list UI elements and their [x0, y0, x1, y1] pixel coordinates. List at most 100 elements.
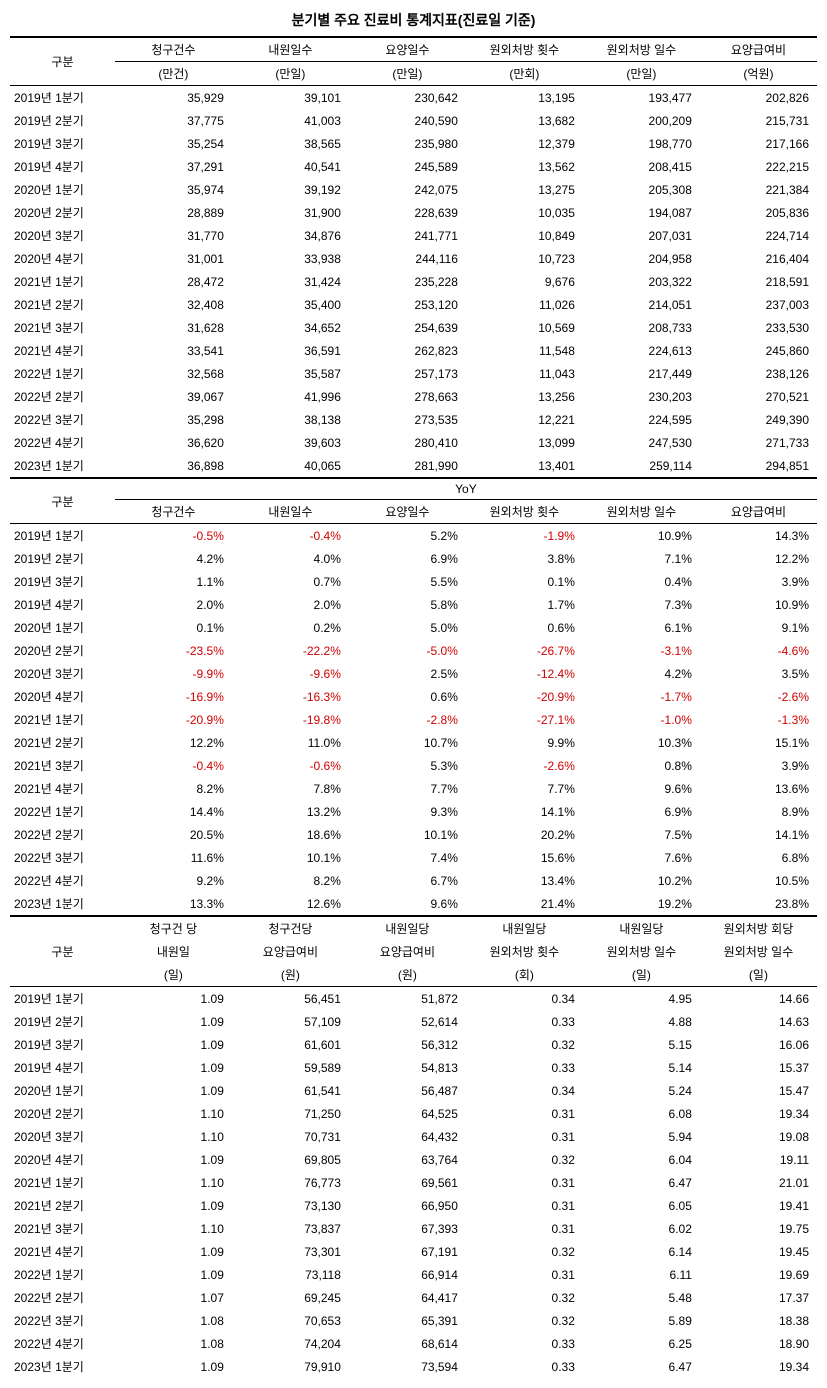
cell-value: 6.08	[583, 1102, 700, 1125]
cell-value: 11.6%	[115, 846, 232, 869]
cell-value: -22.2%	[232, 639, 349, 662]
table-row: 2020년 2분기28,88931,900228,63910,035194,08…	[10, 201, 817, 224]
period-label: 2019년 2분기	[10, 547, 115, 570]
table-row: 2021년 2분기1.0973,13066,9500.316.0519.41	[10, 1194, 817, 1217]
col-header: 내원일	[115, 940, 232, 963]
cell-value: 13.4%	[466, 869, 583, 892]
cell-value: 39,101	[232, 86, 349, 110]
cell-value: 33,541	[115, 339, 232, 362]
cell-value: 5.94	[583, 1125, 700, 1148]
page-title: 분기별 주요 진료비 통계지표(진료일 기준)	[10, 10, 817, 30]
cell-value: 208,415	[583, 155, 700, 178]
table-row: 2020년 4분기-16.9%-16.3%0.6%-20.9%-1.7%-2.6…	[10, 685, 817, 708]
cell-value: 35,298	[115, 408, 232, 431]
cell-value: 3.9%	[700, 570, 817, 593]
cell-value: 1.7%	[466, 593, 583, 616]
col-header: 원외처방 회당	[700, 916, 817, 940]
cell-value: -4.6%	[700, 639, 817, 662]
col-header-unit: (일)	[583, 963, 700, 987]
table-row: 2021년 4분기1.0973,30167,1910.326.1419.45	[10, 1240, 817, 1263]
period-label: 2020년 4분기	[10, 247, 115, 270]
cell-value: 73,118	[232, 1263, 349, 1286]
col-header: 내원일수	[232, 37, 349, 62]
cell-value: 6.25	[583, 1332, 700, 1355]
cell-value: -19.8%	[232, 708, 349, 731]
cell-value: -23.5%	[115, 639, 232, 662]
cell-value: 1.09	[115, 1148, 232, 1171]
table-row: 2022년 4분기9.2%8.2%6.7%13.4%10.2%10.5%	[10, 869, 817, 892]
period-label: 2021년 1분기	[10, 1171, 115, 1194]
cell-value: 0.33	[466, 1056, 583, 1079]
cell-value: 41,003	[232, 109, 349, 132]
cell-value: 5.14	[583, 1056, 700, 1079]
cell-value: 4.2%	[583, 662, 700, 685]
cell-value: 0.6%	[349, 685, 466, 708]
cell-value: 6.1%	[583, 616, 700, 639]
cell-value: 1.09	[115, 1056, 232, 1079]
cell-value: 19.75	[700, 1217, 817, 1240]
table-row: 2020년 4분기31,00133,938244,11610,723204,95…	[10, 247, 817, 270]
cell-value: 217,449	[583, 362, 700, 385]
cell-value: 74,204	[232, 1332, 349, 1355]
cell-value: 0.31	[466, 1102, 583, 1125]
period-label: 2022년 3분기	[10, 1309, 115, 1332]
col-header: 요양일수	[349, 500, 466, 524]
cell-value: 0.8%	[583, 754, 700, 777]
cell-value: 1.09	[115, 1263, 232, 1286]
cell-value: 37,291	[115, 155, 232, 178]
table-row: 2021년 1분기-20.9%-19.8%-2.8%-27.1%-1.0%-1.…	[10, 708, 817, 731]
col-header-unit: (억원)	[700, 62, 817, 86]
cell-value: 6.47	[583, 1355, 700, 1378]
cell-value: 224,595	[583, 408, 700, 431]
cell-value: 1.10	[115, 1217, 232, 1240]
cell-value: 23.8%	[700, 892, 817, 916]
col-header: 요양급여비	[700, 500, 817, 524]
period-label: 2019년 1분기	[10, 524, 115, 548]
cell-value: 14.66	[700, 987, 817, 1011]
cell-value: 35,974	[115, 178, 232, 201]
cell-value: 10.5%	[700, 869, 817, 892]
cell-value: 21.4%	[466, 892, 583, 916]
cell-value: 6.7%	[349, 869, 466, 892]
cell-value: 6.14	[583, 1240, 700, 1263]
cell-value: 73,301	[232, 1240, 349, 1263]
cell-value: 0.32	[466, 1309, 583, 1332]
period-label: 2020년 4분기	[10, 1148, 115, 1171]
cell-value: -27.1%	[466, 708, 583, 731]
cell-value: 200,209	[583, 109, 700, 132]
period-label: 2020년 1분기	[10, 616, 115, 639]
cell-value: 242,075	[349, 178, 466, 201]
period-label: 2020년 1분기	[10, 178, 115, 201]
period-label: 2019년 1분기	[10, 86, 115, 110]
period-label: 2020년 2분기	[10, 639, 115, 662]
cell-value: 10.7%	[349, 731, 466, 754]
cell-value: 35,587	[232, 362, 349, 385]
cell-value: 66,914	[349, 1263, 466, 1286]
table-row: 2021년 3분기-0.4%-0.6%5.3%-2.6%0.8%3.9%	[10, 754, 817, 777]
cell-value: 207,031	[583, 224, 700, 247]
table-row: 2020년 1분기35,97439,192242,07513,275205,30…	[10, 178, 817, 201]
cell-value: 71,250	[232, 1102, 349, 1125]
table-row: 2019년 1분기35,92939,101230,64213,195193,47…	[10, 86, 817, 110]
period-label: 2021년 3분기	[10, 1217, 115, 1240]
cell-value: 218,591	[700, 270, 817, 293]
table-row: 2021년 1분기28,47231,424235,2289,676203,322…	[10, 270, 817, 293]
cell-value: 262,823	[349, 339, 466, 362]
cell-value: 34,876	[232, 224, 349, 247]
cell-value: 41,996	[232, 385, 349, 408]
cell-value: 9.3%	[349, 800, 466, 823]
cell-value: 1.07	[115, 1286, 232, 1309]
cell-value: 13,682	[466, 109, 583, 132]
cell-value: 0.31	[466, 1125, 583, 1148]
period-label: 2022년 1분기	[10, 1263, 115, 1286]
table-row: 2022년 4분기36,62039,603280,41013,099247,53…	[10, 431, 817, 454]
cell-value: 39,192	[232, 178, 349, 201]
cell-value: 1.09	[115, 1355, 232, 1378]
cell-value: 39,603	[232, 431, 349, 454]
table-row: 2021년 1분기1.1076,77369,5610.316.4721.01	[10, 1171, 817, 1194]
cell-value: 14.3%	[700, 524, 817, 548]
cell-value: 205,308	[583, 178, 700, 201]
cell-value: -0.4%	[115, 754, 232, 777]
cell-value: 35,400	[232, 293, 349, 316]
cell-value: 1.09	[115, 987, 232, 1011]
